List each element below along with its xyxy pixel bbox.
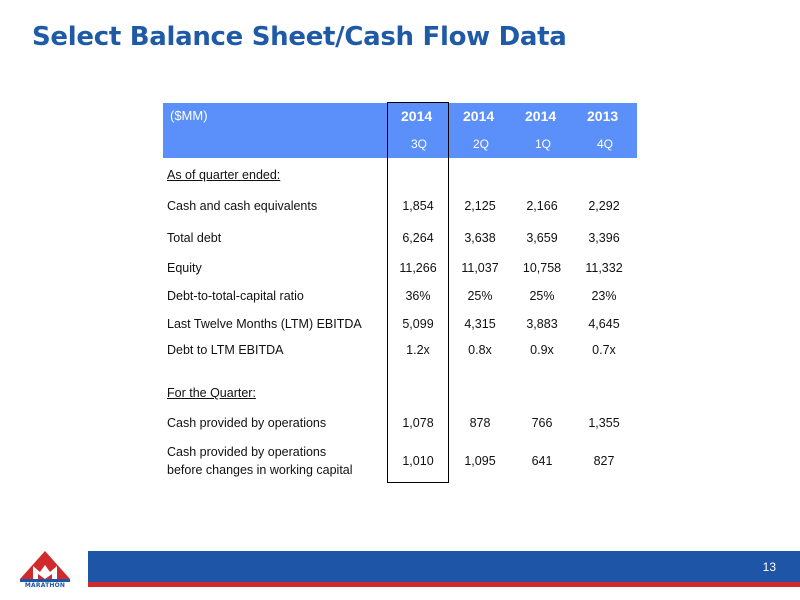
table-cell: 1,355 (588, 416, 620, 430)
table-header-band (163, 103, 637, 158)
column-year-3: 2014 (525, 108, 557, 124)
table-cell: 3,638 (464, 231, 496, 245)
table-cell: 1,078 (402, 416, 434, 430)
row-label: Total debt (167, 231, 222, 245)
column-quarter-1: 3Q (411, 137, 428, 151)
table-cell: 4,645 (588, 317, 620, 331)
table-cell: 878 (469, 416, 491, 430)
balance-sheet-table: ($MM) 2014 2014 2014 2013 3Q 2Q 1Q 4Q As… (163, 102, 637, 483)
current-quarter-highlight-box (387, 102, 449, 483)
row-label: Debt-to-total-capital ratio (167, 289, 304, 303)
table-cell: 2,166 (526, 199, 558, 213)
table-cell: 5,099 (402, 317, 434, 331)
row-label: Cash and cash equivalents (167, 199, 318, 213)
table-cell: 4,315 (464, 317, 496, 331)
table-cell: 10,758 (522, 261, 562, 275)
table-cell: 11,037 (461, 261, 499, 275)
marathon-logo: MARATHON (17, 549, 73, 593)
page-title: Select Balance Sheet/Cash Flow Data (32, 22, 567, 52)
table-cell: 6,264 (402, 231, 434, 245)
table-cell: 1,854 (402, 199, 434, 213)
unit-label: ($MM) (170, 108, 208, 123)
row-label: Equity (167, 261, 202, 275)
table-cell: 3,883 (526, 317, 558, 331)
table-cell: 23% (591, 289, 617, 303)
table-cell: 0.9x (530, 343, 554, 357)
table-cell: 11,332 (585, 261, 623, 275)
table-cell: 25% (467, 289, 493, 303)
table-cell: 0.7x (592, 343, 616, 357)
row-label: Cash provided by operations (167, 416, 327, 430)
table-cell: 0.8x (468, 343, 492, 357)
logo-wordmark: MARATHON (24, 582, 66, 589)
row-label: Last Twelve Months (LTM) EBITDA (167, 317, 362, 331)
column-quarter-2: 2Q (473, 137, 490, 151)
table-cell: 36% (405, 289, 431, 303)
column-year-2: 2014 (463, 108, 495, 124)
column-year-1: 2014 (401, 108, 433, 124)
table-cell: 641 (531, 454, 553, 468)
footer-bar: 13 (88, 551, 800, 587)
section-heading-quarter-ended: As of quarter ended: (167, 168, 281, 182)
row-label-line2: before changes in working capital (167, 463, 353, 477)
column-year-4: 2013 (587, 108, 619, 124)
marathon-logo-icon (20, 551, 70, 582)
row-label: Debt to LTM EBITDA (167, 343, 284, 357)
table-cell: 25% (529, 289, 555, 303)
table-cell: 3,396 (588, 231, 620, 245)
row-label: Cash provided by operations (167, 445, 327, 459)
column-quarter-3: 1Q (535, 137, 552, 151)
column-quarter-4: 4Q (597, 137, 614, 151)
page-number: 13 (762, 560, 776, 574)
table-cell: 827 (593, 454, 615, 468)
section-heading-for-the-quarter: For the Quarter: (167, 386, 256, 400)
table-cell: 1,095 (464, 454, 496, 468)
table-cell: 1.2x (406, 343, 430, 357)
table-cell: 11,266 (399, 261, 437, 275)
table-cell: 3,659 (526, 231, 558, 245)
table-cell: 2,292 (588, 199, 620, 213)
table-cell: 2,125 (464, 199, 496, 213)
table-cell: 766 (531, 416, 553, 430)
table-cell: 1,010 (402, 454, 434, 468)
